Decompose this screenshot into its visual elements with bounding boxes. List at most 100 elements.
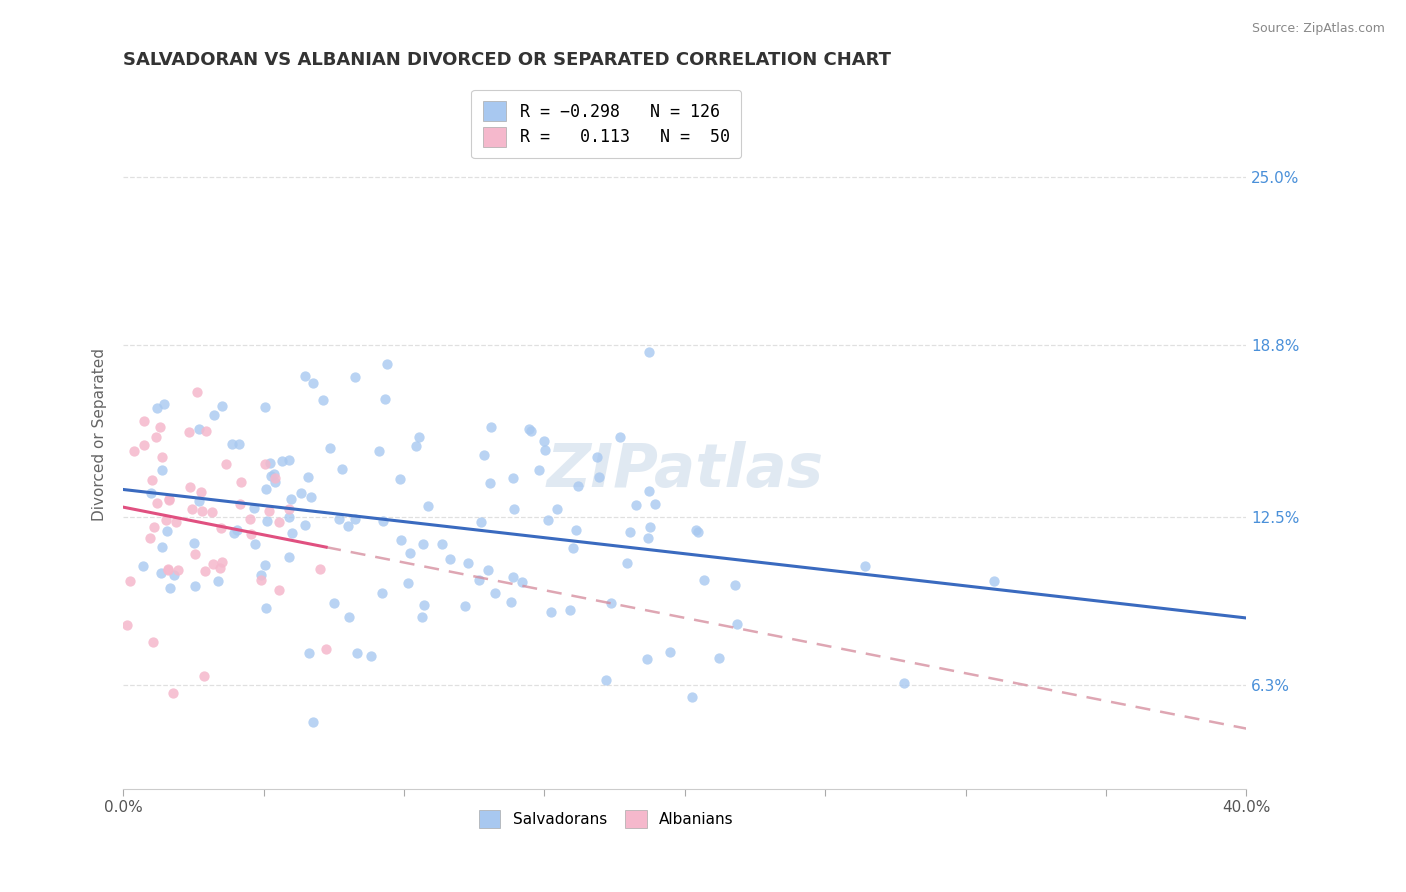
Point bbox=[558, 603, 581, 617]
Point bbox=[254, 558, 277, 572]
Point bbox=[479, 419, 502, 434]
Point bbox=[124, 444, 146, 458]
Point bbox=[150, 566, 173, 580]
Point bbox=[586, 450, 609, 464]
Point bbox=[183, 536, 205, 550]
Point bbox=[239, 527, 262, 541]
Point bbox=[290, 486, 312, 500]
Point bbox=[188, 493, 211, 508]
Point bbox=[412, 537, 434, 551]
Point bbox=[328, 512, 350, 526]
Point bbox=[228, 437, 250, 451]
Point bbox=[150, 450, 173, 464]
Point bbox=[225, 523, 247, 537]
Point bbox=[215, 457, 238, 471]
Point bbox=[263, 475, 285, 489]
Point bbox=[278, 453, 301, 467]
Point bbox=[416, 499, 439, 513]
Point bbox=[259, 456, 281, 470]
Point bbox=[179, 425, 201, 439]
Point bbox=[330, 462, 353, 476]
Point bbox=[478, 476, 501, 491]
Point bbox=[294, 369, 316, 384]
Point bbox=[202, 408, 225, 422]
Point bbox=[156, 563, 179, 577]
Point bbox=[250, 574, 273, 588]
Point bbox=[277, 549, 299, 564]
Point bbox=[229, 497, 252, 511]
Point bbox=[263, 467, 285, 481]
Point bbox=[257, 504, 280, 518]
Point bbox=[707, 651, 730, 665]
Point bbox=[893, 675, 915, 690]
Point bbox=[297, 470, 319, 484]
Point bbox=[484, 586, 506, 600]
Point bbox=[278, 509, 301, 524]
Point bbox=[725, 617, 748, 632]
Point bbox=[588, 470, 610, 484]
Point bbox=[239, 511, 262, 525]
Point bbox=[439, 552, 461, 566]
Point bbox=[644, 497, 666, 511]
Point bbox=[512, 575, 534, 590]
Point bbox=[184, 579, 207, 593]
Point bbox=[254, 483, 277, 497]
Point bbox=[470, 515, 492, 529]
Point bbox=[271, 453, 294, 467]
Point bbox=[360, 648, 382, 663]
Point bbox=[194, 564, 217, 578]
Point bbox=[165, 515, 187, 529]
Point bbox=[692, 573, 714, 587]
Point bbox=[411, 609, 433, 624]
Point bbox=[413, 598, 436, 612]
Point bbox=[224, 526, 246, 541]
Legend: Salvadorans, Albanians: Salvadorans, Albanians bbox=[472, 804, 740, 834]
Point bbox=[609, 430, 631, 444]
Point bbox=[254, 458, 277, 472]
Point bbox=[141, 485, 163, 500]
Point bbox=[565, 523, 588, 537]
Point bbox=[368, 444, 391, 458]
Point bbox=[134, 438, 156, 452]
Point bbox=[637, 532, 659, 546]
Point bbox=[193, 668, 215, 682]
Point bbox=[302, 714, 325, 729]
Point bbox=[374, 392, 396, 406]
Point bbox=[166, 563, 188, 577]
Point bbox=[115, 618, 138, 632]
Point bbox=[600, 597, 623, 611]
Text: Source: ZipAtlas.com: Source: ZipAtlas.com bbox=[1251, 22, 1385, 36]
Point bbox=[724, 578, 747, 592]
Point bbox=[298, 646, 321, 660]
Point bbox=[280, 491, 302, 506]
Point bbox=[221, 436, 243, 450]
Point bbox=[399, 546, 422, 560]
Point bbox=[567, 479, 589, 493]
Point bbox=[457, 556, 479, 570]
Point bbox=[209, 561, 232, 575]
Point bbox=[619, 525, 641, 540]
Point bbox=[319, 441, 342, 455]
Point bbox=[267, 582, 290, 597]
Point bbox=[681, 690, 703, 704]
Point bbox=[637, 484, 659, 499]
Point bbox=[157, 491, 180, 506]
Point bbox=[190, 485, 212, 500]
Point bbox=[202, 558, 225, 572]
Point bbox=[180, 501, 202, 516]
Point bbox=[638, 345, 661, 359]
Point bbox=[371, 514, 394, 528]
Point bbox=[153, 397, 176, 411]
Point bbox=[142, 635, 165, 649]
Point bbox=[195, 424, 218, 438]
Point bbox=[162, 685, 184, 699]
Point bbox=[685, 523, 707, 537]
Point bbox=[146, 496, 169, 510]
Point bbox=[294, 518, 316, 533]
Point bbox=[211, 399, 233, 413]
Point bbox=[537, 513, 560, 527]
Point bbox=[149, 420, 172, 434]
Point bbox=[344, 370, 367, 384]
Point bbox=[207, 574, 229, 588]
Point bbox=[472, 449, 495, 463]
